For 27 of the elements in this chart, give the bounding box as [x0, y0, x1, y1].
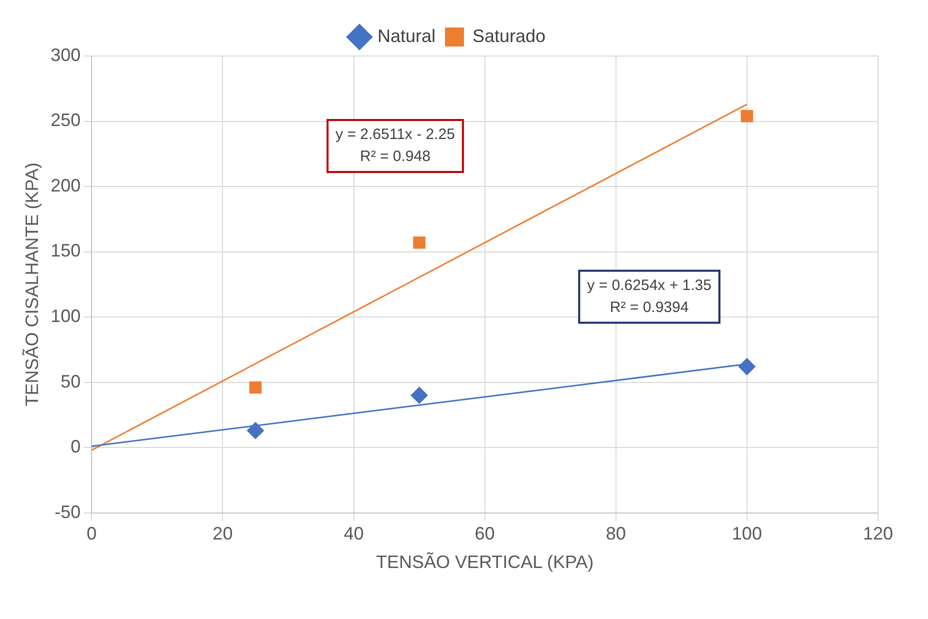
x-tick-label: 60 [474, 524, 495, 544]
y-tick-label: 50 [60, 371, 81, 392]
y-tick-label: 250 [50, 110, 81, 130]
y-tick-label: 0 [70, 436, 81, 457]
x-tick-label: 40 [344, 524, 364, 544]
y-axis-title: TENSÃO CISALHANTE (KPA) [22, 162, 42, 406]
y-tick-label: -50 [54, 502, 81, 522]
x-tick-label: 0 [86, 524, 97, 544]
x-axis-title: TENSÃO VERTICAL (KPA) [376, 552, 594, 572]
annotation: y = 0.6254x + 1.35 R² = 0.9394 [587, 276, 712, 316]
y-tick-label: 100 [50, 306, 81, 326]
legend-label: Natural [377, 26, 436, 46]
legend-label: Saturado [472, 26, 546, 46]
point [413, 236, 426, 249]
point [410, 386, 428, 404]
point [738, 358, 756, 376]
point [740, 110, 754, 122]
x-tick-label: 80 [606, 524, 626, 544]
y-tick-label: 300 [50, 44, 81, 65]
x-tick-label: 120 [862, 524, 894, 544]
point [246, 422, 264, 440]
x-tick-label: 100 [732, 524, 762, 544]
x-tick-label: 20 [212, 524, 233, 544]
annotation: y = 2.6511x - 2.25 R² = 0.948 [336, 126, 455, 166]
y-tick-label: 200 [50, 175, 81, 196]
point [249, 381, 262, 394]
y-tick-label: 150 [50, 240, 81, 261]
